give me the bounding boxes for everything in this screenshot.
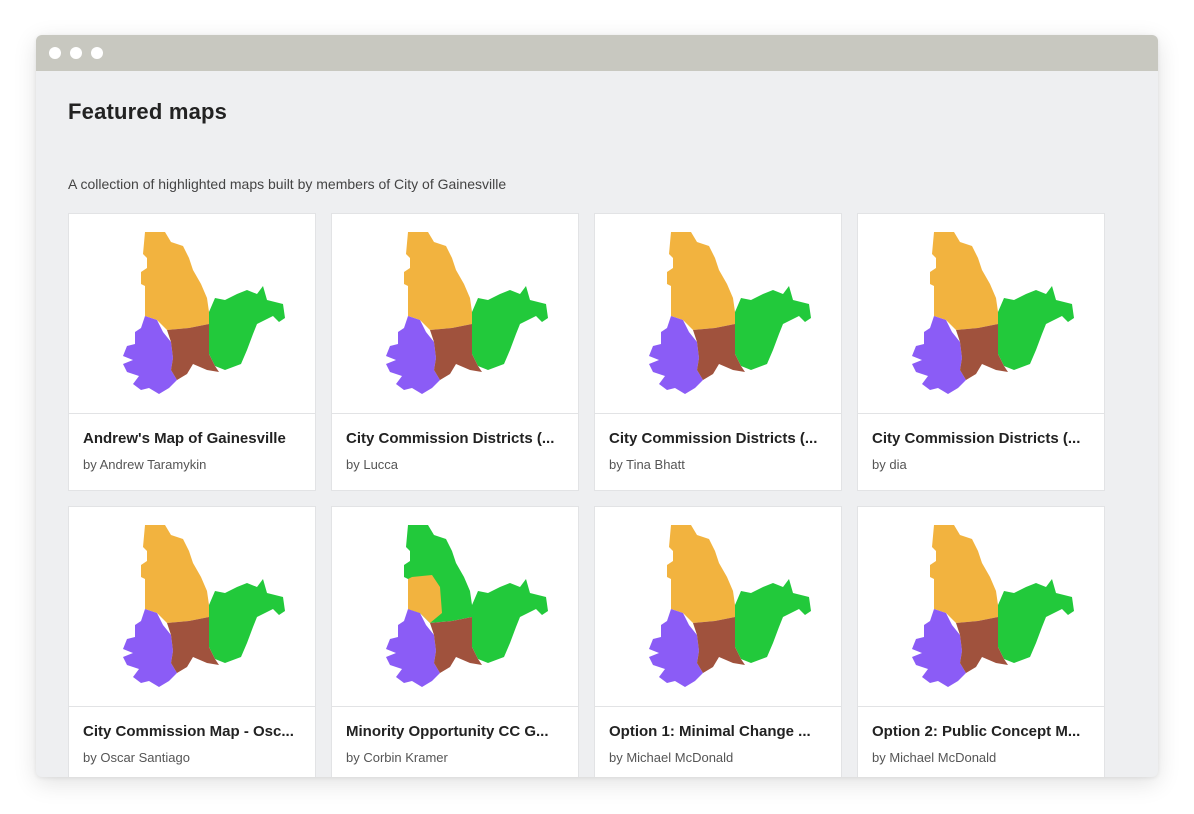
map-thumbnail — [69, 507, 315, 707]
district-center — [956, 323, 1008, 380]
window-dot-icon — [91, 47, 103, 59]
page-subtitle: A collection of highlighted maps built b… — [68, 176, 507, 192]
map-card[interactable]: City Commission Districts (... by Tina Bh… — [594, 213, 842, 491]
district-east — [472, 285, 548, 370]
district-north — [141, 231, 209, 330]
map-author: by Oscar Santiago — [83, 750, 190, 765]
map-author: by Lucca — [346, 457, 399, 472]
district-center — [693, 616, 745, 673]
district-center — [956, 616, 1008, 673]
map-author: by Michael McDonald — [609, 750, 734, 765]
map-card[interactable]: Minority Opportunity CC G... by Corbin Kr… — [331, 506, 579, 777]
map-title[interactable]: Andrew's Map of Gainesville — [83, 430, 286, 447]
map-title[interactable]: City Commission Districts (... — [872, 430, 1081, 447]
district-southwest — [649, 315, 703, 394]
district-north — [141, 524, 209, 623]
district-southwest — [649, 608, 703, 687]
map-thumbnail — [595, 507, 841, 707]
district-center — [167, 323, 219, 380]
map-author: by Corbin Kramer — [346, 750, 448, 765]
map-title[interactable]: City Commission Districts (... — [346, 430, 555, 447]
district-east — [209, 578, 285, 663]
district-center — [430, 616, 482, 673]
district-north — [667, 524, 735, 623]
map-thumbnail — [332, 507, 578, 707]
map-card[interactable]: City Commission Map - Osc... by Oscar San… — [68, 506, 316, 777]
district-north — [930, 524, 998, 623]
map-author: by dia — [872, 457, 907, 472]
district-southwest — [912, 608, 966, 687]
map-card[interactable]: City Commission Districts (... by Lucca — [331, 213, 579, 491]
window-titlebar — [36, 35, 1158, 71]
district-east — [472, 578, 548, 663]
map-thumbnail — [69, 214, 315, 414]
browser-window: Featured maps A collection of highlighte… — [36, 35, 1158, 777]
map-title[interactable]: Minority Opportunity CC G... — [346, 723, 549, 740]
district-west — [408, 574, 442, 623]
maps-grid: Andrew's Map of Gainesville by Andrew Tar… — [68, 213, 1105, 777]
district-southwest — [123, 315, 177, 394]
map-author: by Andrew Taramykin — [83, 457, 207, 472]
window-dot-icon — [70, 47, 82, 59]
map-card[interactable]: City Commission Districts (... by dia — [857, 213, 1105, 491]
district-center — [693, 323, 745, 380]
district-southwest — [123, 608, 177, 687]
map-thumbnail — [858, 507, 1104, 707]
map-card[interactable]: Option 2: Public Concept M... by Michael … — [857, 506, 1105, 777]
district-north — [667, 231, 735, 330]
map-card[interactable]: Option 1: Minimal Change ... by Michael M… — [594, 506, 842, 777]
map-title[interactable]: Option 1: Minimal Change ... — [609, 723, 811, 740]
map-card[interactable]: Andrew's Map of Gainesville by Andrew Tar… — [68, 213, 316, 491]
district-center — [430, 323, 482, 380]
page-title: Featured maps — [68, 99, 228, 124]
district-southwest — [386, 315, 440, 394]
district-east — [735, 285, 811, 370]
district-east — [735, 578, 811, 663]
window-dot-icon — [49, 47, 61, 59]
district-north — [930, 231, 998, 330]
map-thumbnail — [595, 214, 841, 414]
district-north — [404, 231, 472, 330]
map-title[interactable]: City Commission Map - Osc... — [83, 723, 294, 740]
map-title[interactable]: Option 2: Public Concept M... — [872, 723, 1081, 740]
district-east — [998, 285, 1074, 370]
map-title[interactable]: City Commission Districts (... — [609, 430, 818, 447]
map-author: by Michael McDonald — [872, 750, 997, 765]
district-southwest — [912, 315, 966, 394]
district-southwest — [386, 608, 440, 687]
map-thumbnail — [858, 214, 1104, 414]
map-thumbnail — [332, 214, 578, 414]
district-east — [998, 578, 1074, 663]
map-author: by Tina Bhatt — [609, 457, 685, 472]
district-east — [209, 285, 285, 370]
district-center — [167, 616, 219, 673]
